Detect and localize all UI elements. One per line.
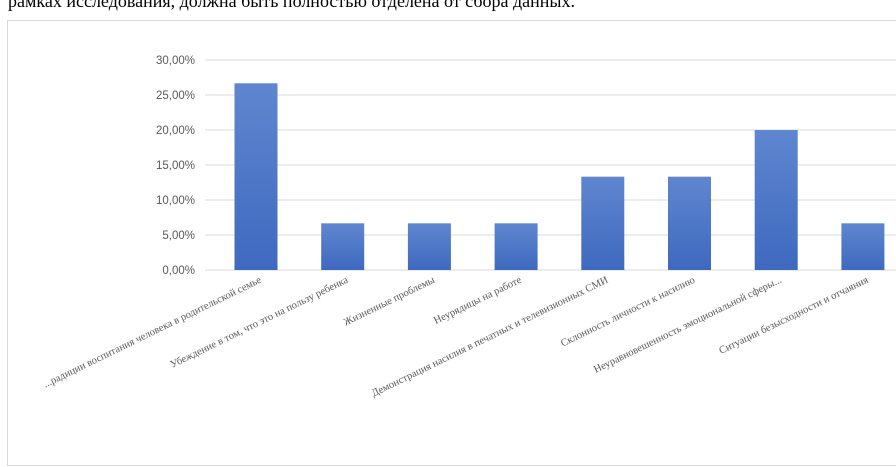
bar: [581, 176, 625, 270]
bar-chart: 0,00% 5,00% 10,00% 15,00% 20,00% 25,00% 30,00%…: [42, 55, 896, 400]
bar: [407, 223, 451, 270]
x-axis-labels: ...радиции воспитания человека в родител…: [42, 275, 871, 400]
y-tick-label: 20,00%: [156, 125, 195, 137]
x-category-label: Ситуации безысходности и отчаяния: [717, 275, 870, 357]
x-category-label: Убеждение в том, что это на пользу ребен…: [169, 275, 351, 371]
chart-area: 0,00% 5,00% 10,00% 15,00% 20,00% 25,00% 30,00%…: [7, 20, 896, 466]
y-tick-label: 0,00%: [162, 265, 195, 277]
y-tick-label: 5,00%: [162, 230, 195, 242]
x-category-label: Неурядицы на работе: [432, 275, 523, 327]
y-tick-label: 10,00%: [156, 195, 195, 207]
bar: [321, 223, 365, 270]
y-axis-ticks: 0,00% 5,00% 10,00% 15,00% 20,00% 25,00% 30,00%: [156, 55, 195, 277]
x-category-label: Неуравновешенность эмоциональной сферы..…: [592, 275, 783, 376]
bar: [754, 130, 798, 270]
bars: [234, 83, 885, 270]
bar: [841, 223, 885, 270]
y-tick-label: 30,00%: [156, 55, 195, 67]
x-category-label: Жизненные проблемы: [342, 275, 437, 329]
y-tick-label: 15,00%: [156, 160, 195, 172]
y-tick-label: 25,00%: [156, 90, 195, 102]
document-text-line: рамках исследования, должна быть полност…: [8, 0, 576, 11]
x-category-label: Склонность личности к насилию: [559, 275, 697, 350]
bar: [668, 176, 711, 270]
bar: [494, 223, 538, 270]
gridlines: [205, 59, 896, 271]
bar: [234, 83, 278, 270]
